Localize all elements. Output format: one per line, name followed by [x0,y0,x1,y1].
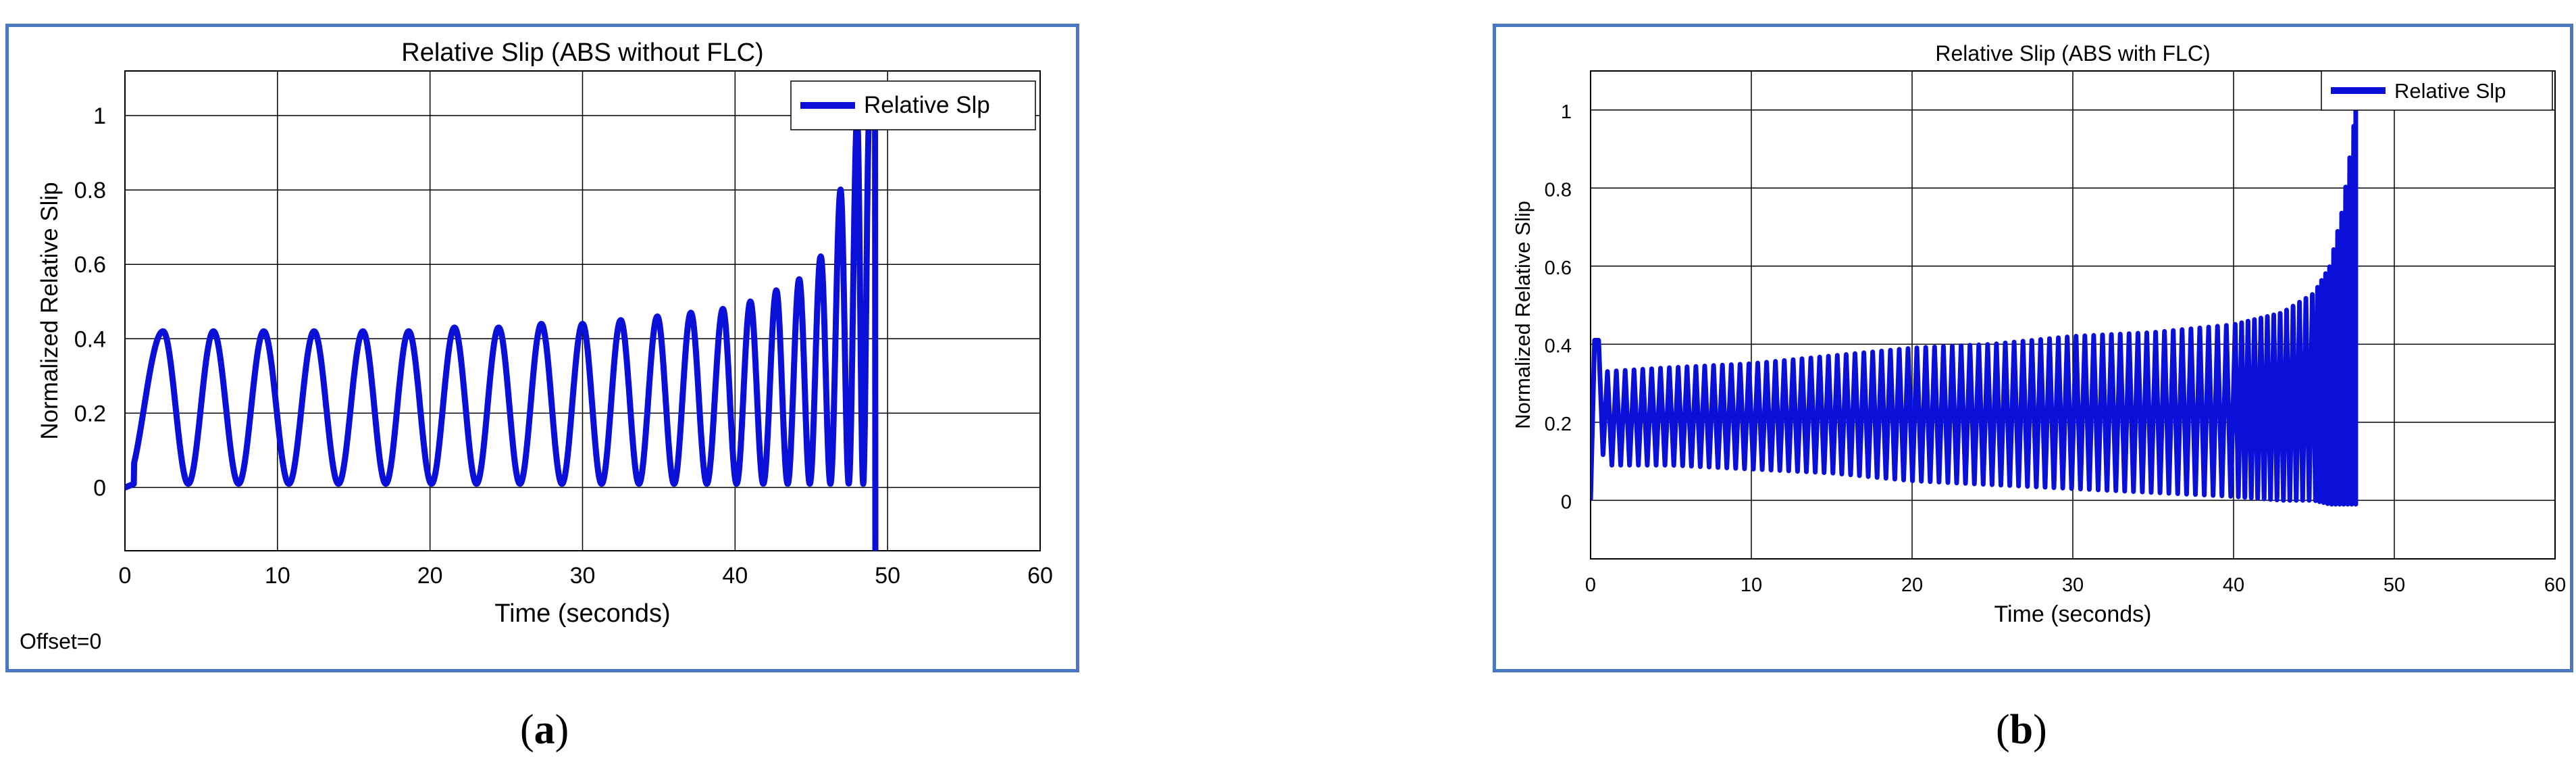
chart-a-x-tick-label: 40 [722,563,748,589]
chart-a-y-tick-label: 0.2 [74,401,106,426]
chart-panel-a: Relative Slip (ABS without FLC) 0 10 20 30 40… [5,24,1079,672]
chart-b-legend-box [2321,70,2553,111]
chart-a-annotation: Offset=0 [20,629,101,653]
chart-a-x-tick-label: 10 [265,563,290,589]
chart-a-x-tick-label: 0 [119,563,132,589]
chart-b-series-line [1591,107,2359,507]
chart-b-y-tick-label: 0.2 [1545,414,1572,435]
chart-b-legend-label: Relative Slp [2394,79,2506,103]
chart-b-x-tick-label: 20 [1901,574,1923,596]
chart-a-y-tick-label: 0.8 [74,178,106,203]
caption-b: (b) [1996,707,2047,753]
chart-b-svg: Relative Slip (ABS with FLC)0 10 20 30 40 50 6… [1511,41,2566,627]
chart-a-legend-label: Relative Slp [864,92,990,118]
chart-b-y-axis-label: Normalized Relative Slip [1511,201,1535,429]
chart-b-title: Relative Slip (ABS with FLC) [1935,41,2210,66]
caption-b-letter: b [2009,707,2034,753]
chart-b-y-tick-label: 0 [1561,491,1572,513]
chart-a-title: Relative Slip (ABS without FLC) [401,39,763,67]
chart-b-y-tick-label: 1 [1561,101,1572,123]
chart-b-y-tick-label: 0.8 [1545,179,1572,201]
chart-a-y-tick-label: 0.4 [74,326,106,352]
chart-b-y-tick-label: 0.6 [1545,257,1572,279]
chart-a-x-tick-label: 20 [417,563,443,589]
chart-a-y-tick-label: 1 [93,103,106,129]
chart-b-x-tick-label: 50 [2384,574,2405,596]
caption-a: (a) [520,707,569,753]
chart-b-x-tick-label: 0 [1585,574,1596,596]
chart-a-series-line [125,112,879,551]
chart-a-y-tick-label: 0.6 [74,252,106,278]
chart-b-x-axis-label: Time (seconds) [1994,601,2151,627]
chart-b-y-tick-label: 0.4 [1545,335,1572,357]
chart-b-x-tick-label: 10 [1741,574,1762,596]
chart-a-x-tick-label: 50 [875,563,900,589]
chart-b-x-tick-label: 30 [2062,574,2084,596]
chart-a-x-tick-label: 30 [570,563,596,589]
caption-a-letter: a [534,707,555,753]
chart-a-svg: Relative Slip (ABS without FLC)0 10 20 30 40… [20,39,1053,653]
chart-a-x-tick-label: 60 [1027,563,1053,589]
chart-a-y-tick-label: 0 [93,475,106,501]
chart-a-y-axis-label: Normalized Relative Slip [36,182,63,439]
chart-b-x-tick-label: 60 [2544,574,2566,596]
chart-panel-b: Relative Slip (ABS with FLC) 0 10 20 30 40 50 6… [1493,24,2573,672]
chart-a-x-axis-label: Time (seconds) [494,599,670,628]
chart-b-x-tick-label: 40 [2223,574,2244,596]
